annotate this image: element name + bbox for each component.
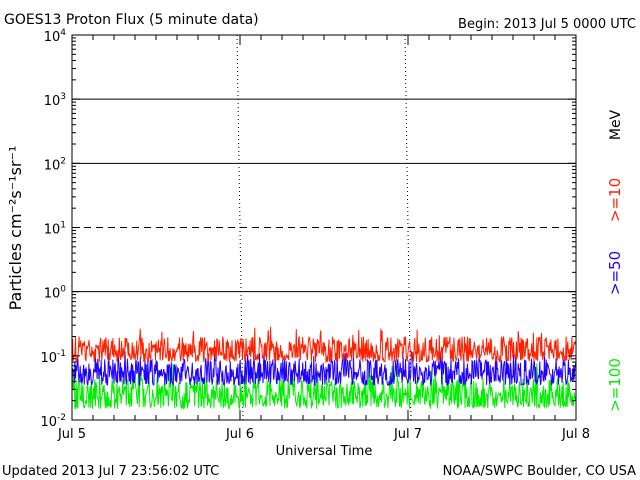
y-tick-label: 10-1 — [40, 349, 66, 366]
y-tick-label: 101 — [44, 221, 66, 238]
threshold-lines — [72, 98, 576, 293]
legend-unit: MeV — [608, 109, 624, 140]
series-lines — [71, 326, 577, 411]
begin-time: Begin: 2013 Jul 5 0000 UTC — [458, 17, 636, 32]
y-tick-labels: 104 103 102 101 100 10-1 10-2 — [40, 28, 66, 430]
series-line — [71, 350, 577, 387]
x-axis-label: Universal Time — [276, 444, 373, 459]
x-tick-labels: Jul 5 Jul 6 Jul 7 Jul 8 — [57, 427, 590, 442]
y-tick-label: 103 — [44, 92, 66, 109]
updated-timestamp: Updated 2013 Jul 7 23:56:02 UTC — [2, 464, 219, 479]
x-tick-label: Jul 6 — [225, 427, 254, 442]
chart-title: GOES13 Proton Flux (5 minute data) — [4, 12, 259, 28]
energy-legend: >=10 >=50 >=100 MeV — [606, 109, 624, 411]
y-tick-label: 102 — [44, 156, 66, 173]
x-tick-label: Jul 7 — [393, 427, 422, 442]
x-tick-label: Jul 8 — [561, 427, 590, 442]
y-tick-label: 10-2 — [40, 413, 66, 430]
day-boundary-marker — [404, 34, 412, 421]
x-tick-label: Jul 5 — [57, 427, 86, 442]
credit: NOAA/SWPC Boulder, CO USA — [443, 464, 636, 479]
axis-ticks — [71, 34, 577, 421]
legend-label: >=100 — [606, 358, 624, 412]
legend-label: >=50 — [606, 251, 624, 295]
series-line — [71, 363, 577, 411]
legend-label: >=10 — [606, 178, 624, 222]
y-tick-label: 100 — [44, 285, 67, 302]
y-tick-label: 104 — [44, 28, 67, 45]
series-line — [71, 326, 577, 364]
y-axis-label: Particles cm⁻²s⁻¹sr⁻¹ — [6, 146, 25, 311]
